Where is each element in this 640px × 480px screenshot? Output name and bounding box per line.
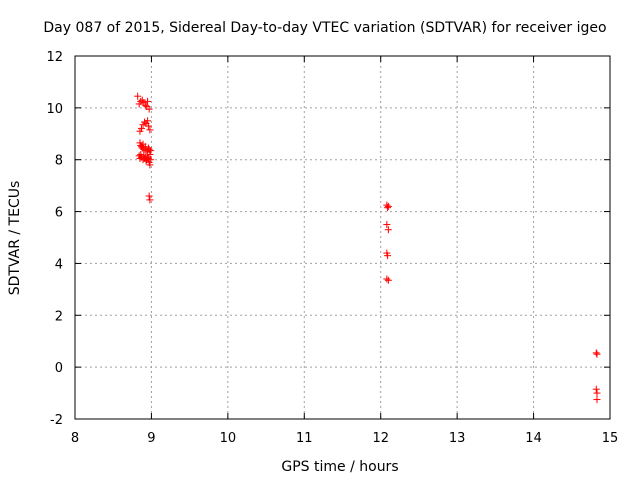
y-tick-label: 2 xyxy=(55,309,63,324)
x-tick-label: 14 xyxy=(525,431,542,446)
x-tick-label: 10 xyxy=(220,431,237,446)
data-point xyxy=(137,125,145,133)
y-tick-label: 4 xyxy=(55,257,63,272)
data-point xyxy=(145,145,153,153)
x-tick-label: 12 xyxy=(372,431,389,446)
data-point xyxy=(593,389,601,397)
data-point xyxy=(147,147,155,155)
data-point xyxy=(144,122,152,130)
y-tick-label: -2 xyxy=(50,413,63,428)
x-tick-labels: 8 9 10 11 12 13 14 15 xyxy=(71,431,618,446)
data-point xyxy=(383,221,391,229)
data-point xyxy=(145,192,153,200)
data-point xyxy=(593,396,601,404)
x-axis-title: GPS time / hours xyxy=(281,459,398,475)
chart-title: Day 087 of 2015, Sidereal Day-to-day VTE… xyxy=(43,20,606,36)
data-point xyxy=(144,97,152,105)
data-point xyxy=(138,144,146,152)
y-tick-label: 8 xyxy=(55,154,63,169)
data-point xyxy=(147,156,155,164)
data-point xyxy=(592,385,600,393)
x-tick-label: 11 xyxy=(296,431,313,446)
data-point xyxy=(144,117,152,125)
data-point xyxy=(141,118,149,126)
data-point xyxy=(593,350,601,358)
y-axis-title: SDTVAR / TECUs xyxy=(7,181,23,296)
grid xyxy=(75,56,610,419)
y-tick-label: 6 xyxy=(55,206,63,221)
data-point xyxy=(137,97,145,105)
data-point xyxy=(146,161,154,169)
data-point xyxy=(141,143,149,151)
x-tick-label: 8 xyxy=(71,431,79,446)
plot-border xyxy=(74,55,611,420)
x-tick-label: 15 xyxy=(602,431,619,446)
data-point xyxy=(384,276,392,284)
data-points xyxy=(134,92,601,404)
data-point xyxy=(384,202,392,210)
data-point xyxy=(141,101,149,109)
data-point xyxy=(145,105,153,113)
data-point xyxy=(384,204,392,212)
data-point xyxy=(592,349,600,357)
data-point xyxy=(146,126,154,134)
y-tick-label: 10 xyxy=(46,102,63,117)
x-tick-label: 9 xyxy=(147,431,155,446)
x-tick-label: 13 xyxy=(449,431,466,446)
data-point xyxy=(134,92,142,100)
data-point xyxy=(384,226,392,234)
y-tick-label: 12 xyxy=(46,50,63,65)
data-point xyxy=(383,275,391,283)
data-point xyxy=(384,252,392,260)
y-tick-labels: -2 0 2 4 6 8 10 12 xyxy=(46,50,63,428)
data-point xyxy=(146,196,154,204)
y-tick-label: 0 xyxy=(55,361,63,376)
plot-frame xyxy=(74,55,611,420)
